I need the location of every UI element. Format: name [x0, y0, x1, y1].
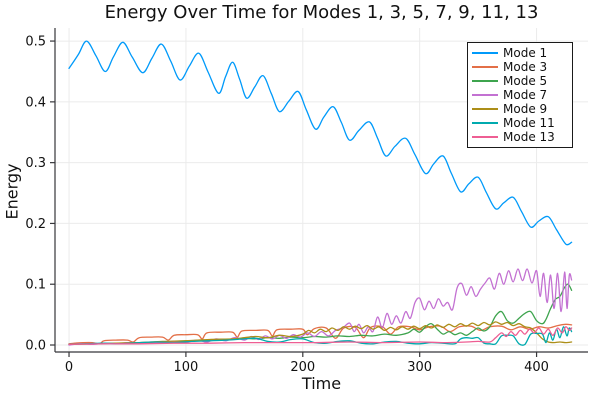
legend-label: Mode 1	[503, 46, 548, 60]
legend-item-mode-3: Mode 3	[472, 60, 567, 74]
legend-label: Mode 5	[503, 74, 548, 88]
legend-item-mode-1: Mode 1	[472, 46, 567, 60]
legend-item-mode-9: Mode 9	[472, 102, 567, 116]
legend-line-swatch	[472, 94, 498, 96]
legend-label: Mode 7	[503, 88, 548, 102]
y-tick-label: 0.4	[25, 95, 46, 110]
y-tick-label: 0.2	[25, 217, 46, 232]
x-tick-label: 200	[290, 360, 315, 375]
legend-line-swatch	[472, 136, 498, 138]
legend-item-mode-11: Mode 11	[472, 116, 567, 130]
series-lines	[68, 40, 573, 346]
legend-line-swatch	[472, 52, 498, 54]
series-line-mode-3	[68, 323, 573, 345]
x-axis-label: Time	[301, 374, 342, 393]
legend-label: Mode 9	[503, 102, 548, 116]
legend-label: Mode 11	[503, 116, 555, 130]
legend-item-mode-5: Mode 5	[472, 74, 567, 88]
x-tick-label: 300	[407, 360, 432, 375]
series-line-mode-13	[68, 326, 573, 346]
series-line-mode-5	[68, 283, 573, 346]
series-line-mode-9	[68, 321, 573, 346]
legend-label: Mode 3	[503, 60, 548, 74]
axes: 0 100 200 300 400 0.0 0.1 0.2 0.3 0.4 0.5	[25, 28, 588, 375]
legend-line-swatch	[472, 108, 498, 110]
y-tick-label: 0.3	[25, 156, 46, 171]
chart-title: Energy Over Time for Modes 1, 3, 5, 7, 9…	[104, 2, 539, 23]
series-line-mode-1	[68, 40, 573, 246]
legend-item-mode-13: Mode 13	[472, 130, 567, 144]
x-tick-label: 0	[65, 360, 73, 375]
legend-line-swatch	[472, 66, 498, 68]
legend-line-swatch	[472, 122, 498, 124]
legend-line-swatch	[472, 80, 498, 82]
x-tick-label: 100	[173, 360, 198, 375]
legend-label: Mode 13	[503, 130, 555, 144]
y-tick-label: 0.1	[25, 278, 46, 293]
series-line-mode-7	[68, 268, 573, 346]
y-tick-label: 0.5	[25, 35, 46, 50]
y-tick-label: 0.0	[25, 339, 46, 354]
legend-item-mode-7: Mode 7	[472, 88, 567, 102]
legend: Mode 1 Mode 3 Mode 5 Mode 7 Mode 9 Mode 11 Mod…	[467, 42, 573, 148]
x-tick-label: 400	[524, 360, 549, 375]
